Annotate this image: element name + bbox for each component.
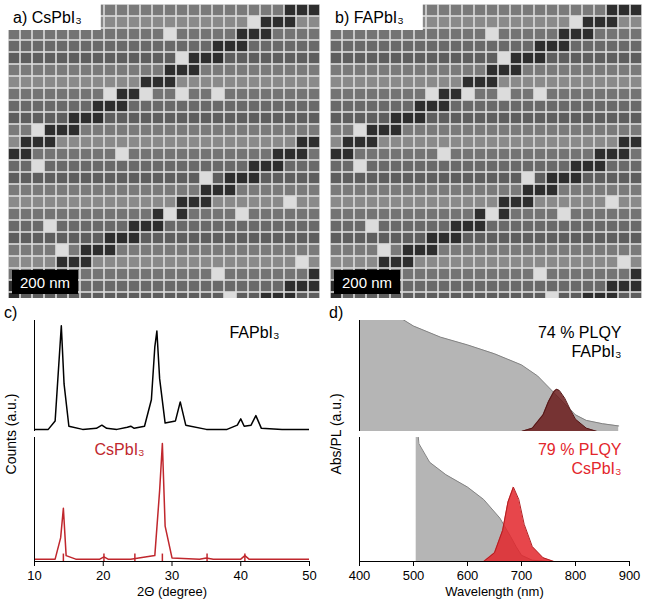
html-text:Counts (a.u.): Counts (a.u.) — [3, 393, 19, 474]
svg-text:900: 900 — [619, 568, 641, 583]
svg-text:30: 30 — [165, 568, 179, 583]
svg-text:700: 700 — [511, 568, 533, 583]
svg-text:200 nm: 200 nm — [342, 274, 392, 291]
svg-text:FAPbI₃: FAPbI₃ — [229, 324, 279, 341]
svg-text:500: 500 — [403, 568, 425, 583]
html-text:d): d) — [329, 304, 344, 321]
svg-text:2Θ (degree): 2Θ (degree) — [137, 584, 207, 599]
svg-text:40: 40 — [234, 568, 248, 583]
svg-text:600: 600 — [457, 568, 479, 583]
svg-text:50: 50 — [302, 568, 316, 583]
svg-text:b) FAPbI₃: b) FAPbI₃ — [335, 9, 404, 26]
svg-text:200 nm: 200 nm — [20, 274, 70, 291]
svg-text:10: 10 — [27, 568, 41, 583]
svg-text:400: 400 — [349, 568, 371, 583]
html-text:c): c) — [4, 304, 18, 321]
svg-text:20: 20 — [96, 568, 110, 583]
svg-text:a) CsPbI₃: a) CsPbI₃ — [13, 9, 82, 26]
svg-text:CsPbI₃: CsPbI₃ — [95, 441, 145, 458]
svg-text:79 % PLQYCsPbI₃: 79 % PLQYCsPbI₃ — [538, 441, 622, 477]
svg-text:800: 800 — [565, 568, 587, 583]
svg-text:Wavelength (nm): Wavelength (nm) — [445, 584, 544, 599]
svg-text:74 % PLQYFAPbI₃: 74 % PLQYFAPbI₃ — [538, 324, 622, 360]
html-text:Abs/PL (a.u.): Abs/PL (a.u.) — [328, 392, 344, 475]
